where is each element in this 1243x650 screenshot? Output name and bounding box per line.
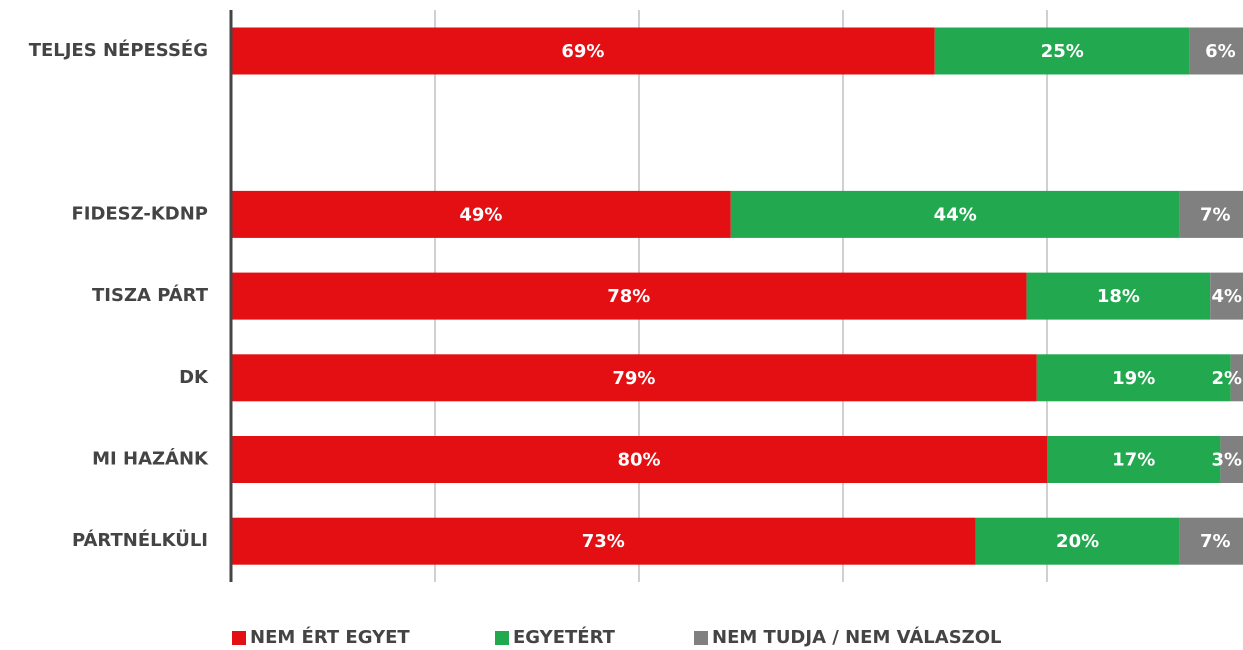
legend-label: EGYETÉRT [513, 626, 616, 648]
data-label: 49% [459, 204, 502, 225]
data-label: 3% [1211, 450, 1242, 471]
data-label: 6% [1205, 41, 1236, 62]
data-label: 73% [582, 531, 625, 552]
bar-segment [231, 272, 1027, 320]
data-label: 18% [1097, 286, 1140, 307]
legend-swatch [495, 631, 509, 645]
bar-segment [1036, 354, 1231, 402]
category-label: TISZA PÁRT [92, 284, 209, 306]
data-label: 80% [617, 450, 660, 471]
category-label: FIDESZ-KDNP [71, 203, 208, 224]
legend-swatch [232, 631, 246, 645]
bar-segment [231, 517, 976, 565]
bar-segment [1026, 272, 1211, 320]
data-label: 7% [1200, 204, 1231, 225]
data-label: 78% [607, 286, 650, 307]
data-label: 7% [1200, 531, 1231, 552]
bar-segment [975, 517, 1180, 565]
bar-segment [231, 354, 1037, 402]
bar-segment [231, 27, 935, 75]
category-label: DK [179, 367, 209, 388]
data-label: 25% [1041, 41, 1084, 62]
category-label: PÁRTNÉLKÜLI [72, 529, 208, 551]
bar-segment [1210, 272, 1243, 320]
category-label: TELJES NÉPESSÉG [29, 39, 208, 61]
bar-segment [934, 27, 1190, 75]
bar-segment [1230, 354, 1243, 402]
data-label: 20% [1056, 531, 1099, 552]
bar-segment [231, 436, 1047, 483]
legend-swatch [694, 631, 708, 645]
data-label: 69% [561, 41, 604, 62]
bar-segment [1189, 27, 1243, 75]
data-label: 4% [1211, 286, 1242, 307]
data-label: 44% [934, 204, 977, 225]
data-label: 79% [612, 368, 655, 389]
bar-segment [1220, 436, 1243, 483]
bar-segment [730, 190, 1180, 238]
bar-segment [231, 190, 731, 238]
bar-segment [1179, 517, 1243, 565]
data-label: 17% [1112, 450, 1155, 471]
bar-segment [1179, 190, 1243, 238]
legend-label: NEM TUDJA / NEM VÁLASZOL [712, 626, 1001, 648]
category-label: MI HAZÁNK [92, 448, 209, 470]
legend-label: NEM ÉRT EGYET [250, 626, 410, 648]
data-label: 2% [1211, 368, 1242, 389]
data-label: 19% [1112, 368, 1155, 389]
bar-segment [1047, 436, 1221, 483]
